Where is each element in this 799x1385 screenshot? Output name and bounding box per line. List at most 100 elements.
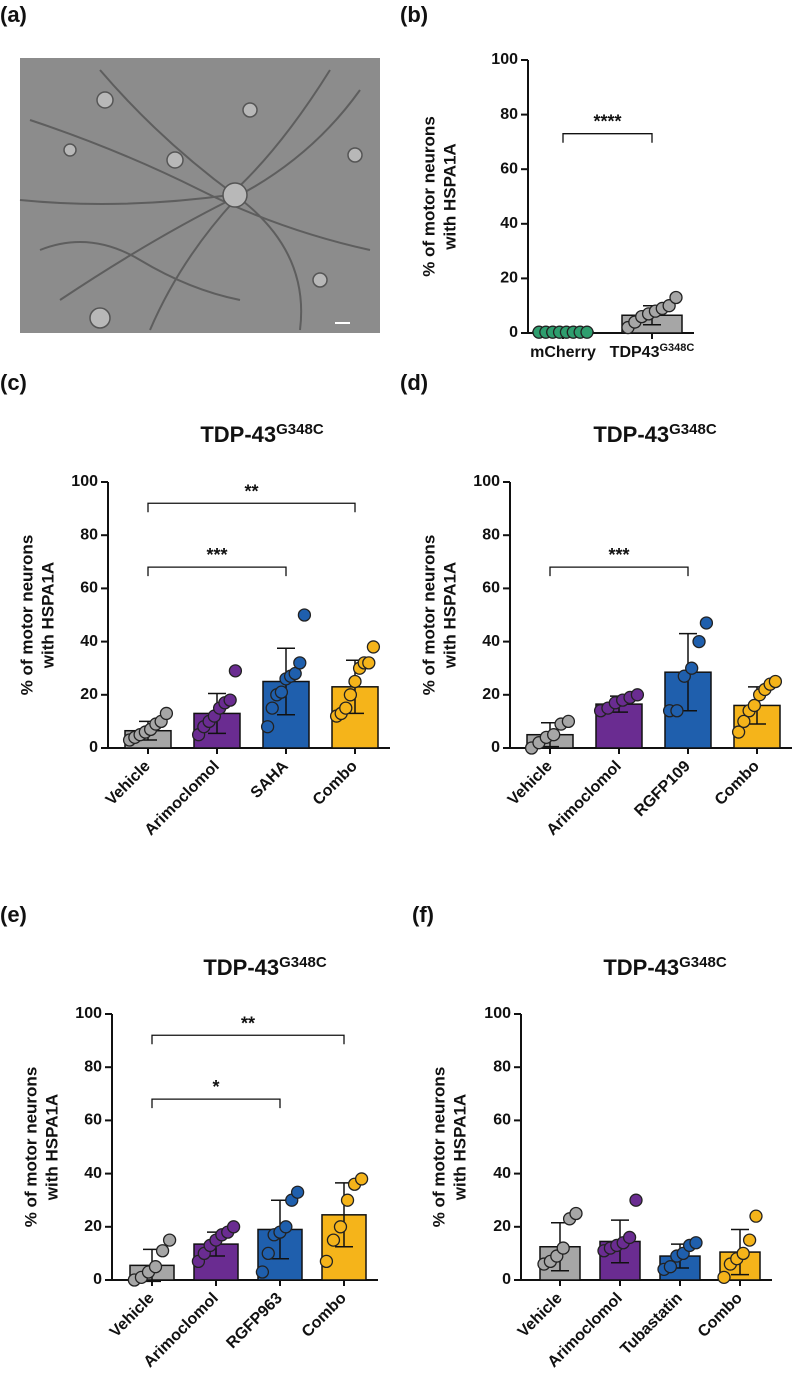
data-point [226, 1220, 241, 1234]
chart: (d) TDP-43G348C % of motor neurons with HSP… [400, 370, 792, 839]
panel-label: (e) [0, 902, 27, 927]
y-tick-label: 20 [84, 1218, 102, 1235]
data-point [255, 1265, 270, 1279]
chart-title: TDP-43G348C [203, 954, 326, 981]
data-point [630, 688, 645, 702]
chart-title: TDP-43G348C [603, 954, 726, 981]
x-tick-label: mCherry [530, 344, 596, 361]
y-axis-label: with HSPA1A [440, 143, 459, 250]
title-text: TDP-43 [203, 955, 279, 980]
x-tick-label: SAHA [248, 757, 292, 801]
y-tick-label: 80 [482, 526, 500, 543]
significance-label: ** [241, 1013, 255, 1033]
y-axis-label: with HSPA1A [42, 1094, 61, 1201]
y-tick-label: 60 [84, 1112, 102, 1129]
y-tick-label: 100 [71, 473, 98, 490]
data-point [629, 1193, 643, 1207]
significance-bracket [549, 566, 689, 577]
data-point [663, 1260, 678, 1274]
chart: (c) TDP-43G348C % of motor neurons with HSP… [0, 370, 390, 839]
y-tick-label: 40 [500, 215, 518, 232]
data-point [731, 725, 746, 739]
y-axis-label: with HSPA1A [450, 1094, 469, 1201]
significance-label: ** [244, 481, 258, 501]
data-point [547, 728, 561, 742]
data-point [348, 674, 362, 689]
y-tick-label: 0 [509, 324, 518, 341]
data-point [556, 1241, 570, 1255]
cell [63, 143, 77, 157]
title-text: TDP-43 [603, 955, 679, 980]
data-point [354, 1172, 369, 1186]
cell-bodies [63, 91, 363, 329]
data-point [561, 714, 576, 729]
y-tick-label: 60 [500, 160, 518, 177]
x-tick-label: Vehicle [505, 758, 556, 809]
significance-label: **** [593, 112, 621, 132]
data-point [622, 1230, 637, 1245]
significance-bracket [147, 502, 356, 513]
x-tick-label-text: TDP43 [610, 344, 660, 361]
y-tick-label: 100 [473, 473, 500, 490]
data-point [747, 698, 762, 713]
data-point [737, 714, 751, 729]
data-point [290, 1185, 305, 1199]
x-tick-label: Arimoclomol [142, 758, 223, 839]
x-tick-label: Combo [695, 1290, 746, 1341]
y-axis-label: % of motor neurons [429, 1067, 448, 1228]
title-superscript: G348C [279, 954, 327, 971]
data-point [339, 701, 353, 715]
data-point [749, 1209, 763, 1223]
cell [347, 147, 363, 163]
x-tick-label: TDP43G348C [610, 342, 695, 361]
chart: (b) % of motor neurons with HSPA1A 0 20 40 60 8… [400, 2, 694, 361]
y-tick-label: 40 [80, 633, 98, 650]
data-point [333, 1220, 348, 1234]
x-tick-label: RGFP109 [631, 758, 693, 820]
significance-bracket [562, 133, 653, 143]
cell [312, 272, 328, 288]
data-point [742, 1233, 757, 1247]
panel-label: (c) [0, 370, 27, 395]
data-point [366, 640, 381, 654]
data-point [261, 1246, 275, 1261]
data-point [265, 701, 279, 715]
title-text: TDP-43 [593, 422, 669, 447]
data-point [228, 664, 243, 678]
y-tick-label: 0 [89, 739, 98, 756]
y-tick-label: 60 [493, 1112, 511, 1129]
x-tick-label: Combo [310, 758, 361, 809]
x-tick-label-superscript: G348C [659, 342, 694, 354]
y-tick-label: 0 [93, 1271, 102, 1288]
chart-title: TDP-43G348C [593, 421, 716, 448]
data-point [155, 1244, 170, 1258]
cell [166, 151, 184, 169]
x-tick-label: Vehicle [515, 1290, 566, 1341]
neurite [29, 119, 371, 251]
y-tick-label: 80 [84, 1058, 102, 1075]
significance-label: *** [206, 545, 227, 565]
data-point [260, 720, 275, 734]
data-point [274, 685, 289, 699]
micrograph [19, 58, 380, 333]
y-tick-label: 60 [80, 580, 98, 597]
y-tick-label: 80 [500, 106, 518, 123]
data-point [279, 1220, 293, 1234]
panel-label: (b) [400, 2, 428, 27]
y-axis-label: % of motor neurons [419, 116, 438, 277]
significance-bracket [151, 1098, 281, 1109]
data-point [692, 634, 706, 649]
y-tick-label: 20 [80, 686, 98, 703]
significance-bracket [147, 566, 287, 577]
title-text: TDP-43 [200, 422, 276, 447]
x-tick-label-text: mCherry [530, 344, 596, 361]
data-point [685, 661, 699, 675]
y-tick-label: 100 [491, 51, 518, 68]
y-axis-label: with HSPA1A [38, 562, 57, 669]
data-point [580, 325, 594, 339]
data-point [293, 656, 307, 670]
cell [89, 307, 111, 329]
y-tick-label: 60 [482, 580, 500, 597]
